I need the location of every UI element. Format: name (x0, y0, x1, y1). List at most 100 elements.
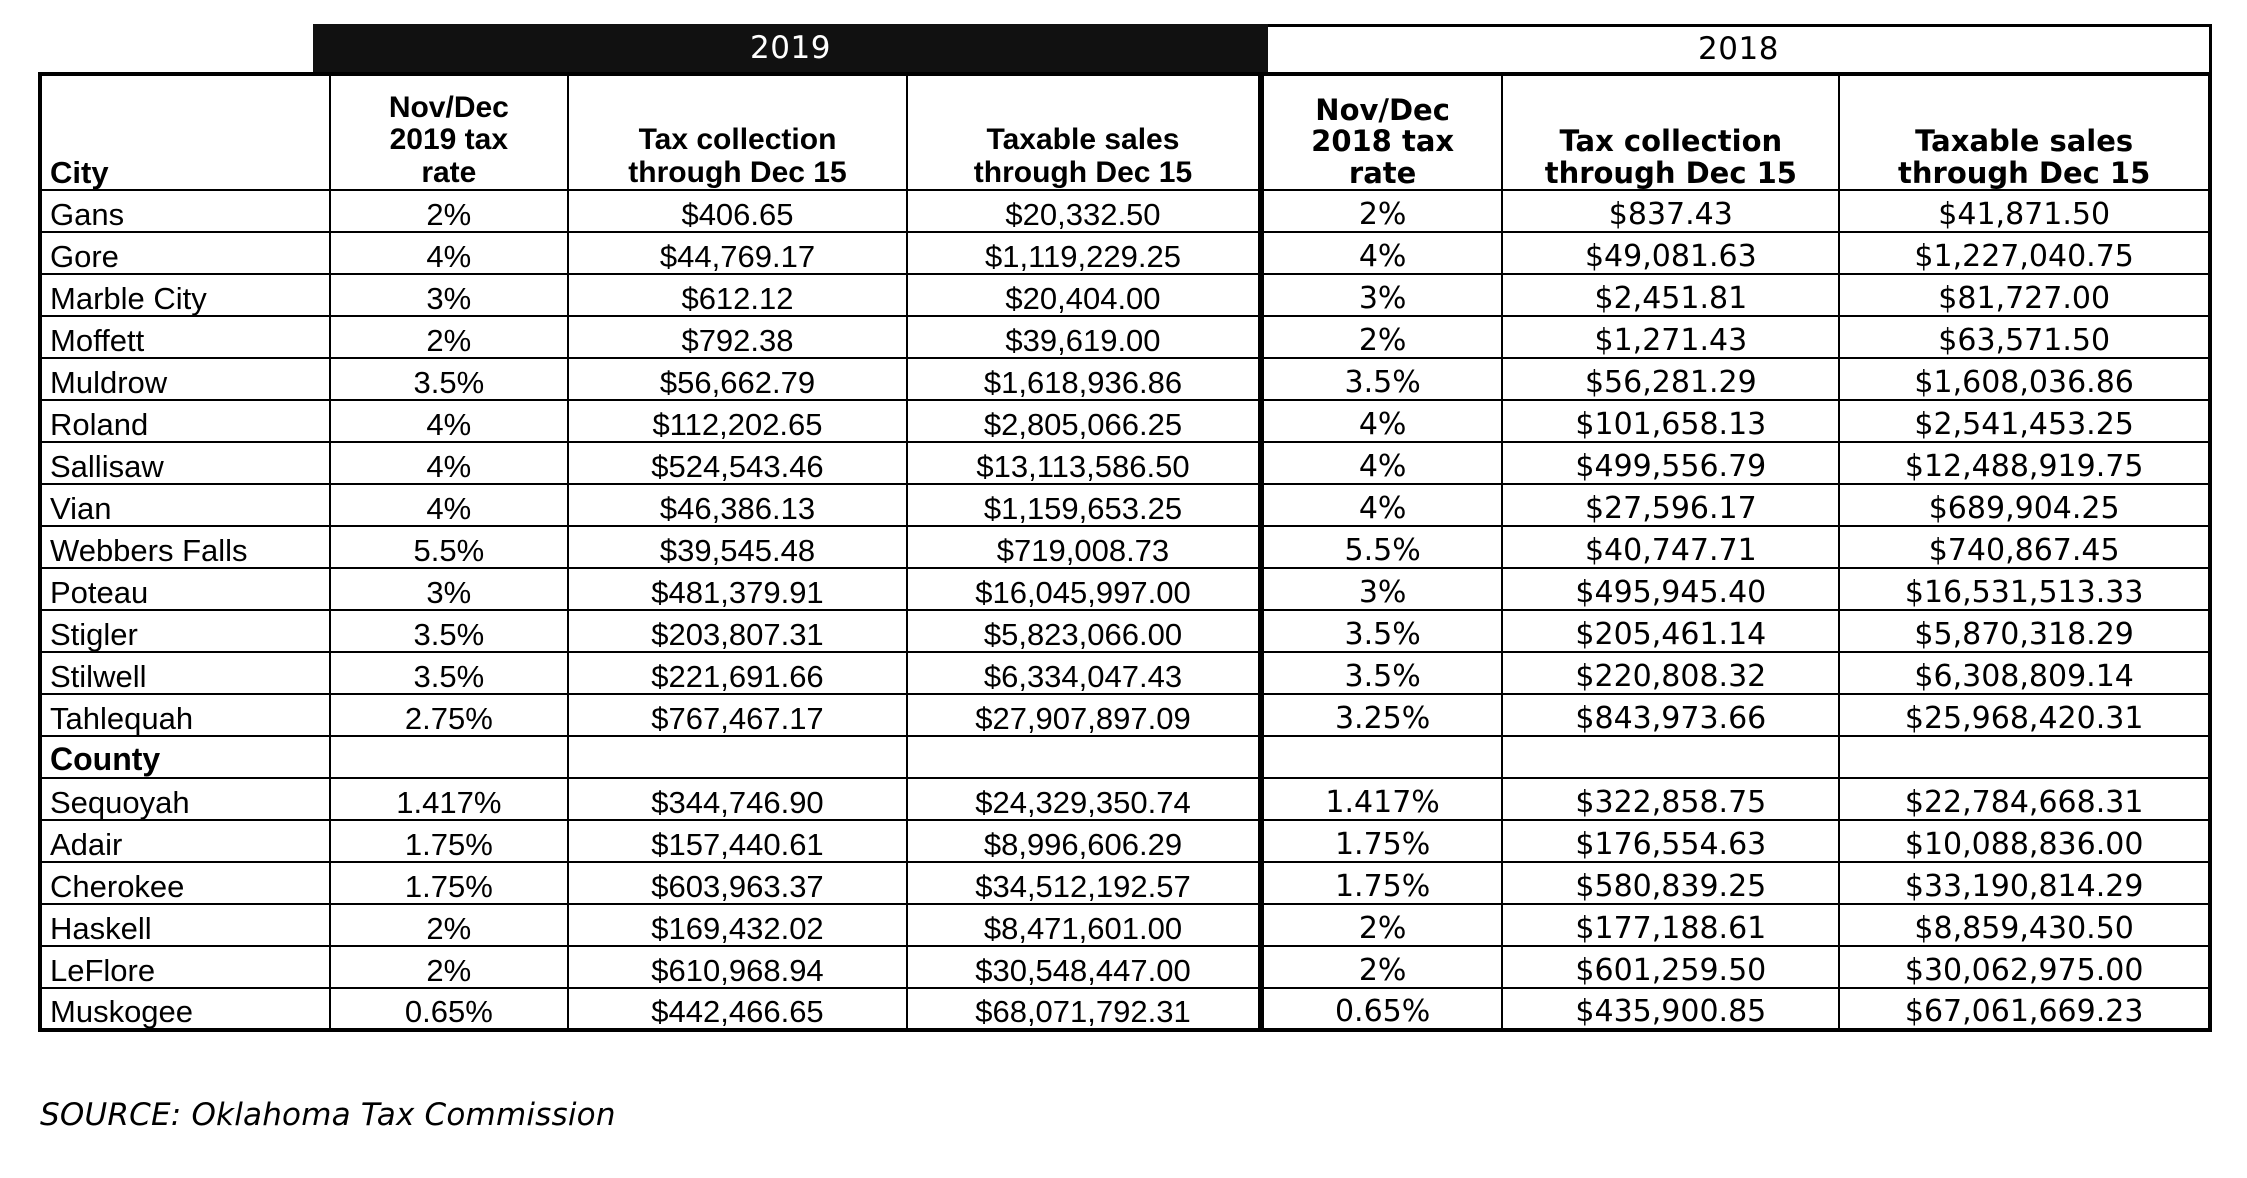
cell-rate-2019: 3.5% (328, 651, 569, 695)
cell-collection-2018: $176,554.63 (1501, 819, 1841, 863)
cell-collection-2019: $56,662.79 (566, 357, 909, 401)
cell-sales-2018: $25,968,420.31 (1838, 693, 2211, 737)
cell-sales-2019: $27,907,897.09 (906, 693, 1264, 737)
cell-rate-2018: 2% (1259, 189, 1504, 233)
column-header-rate-2019: Nov/Dec 2019 tax rate (328, 73, 569, 191)
cell-city: Vian (39, 483, 331, 527)
table-row: Webbers Falls 5.5% $39,545.48 $719,008.73 5.… (39, 525, 2211, 569)
cell-sales-2019: $719,008.73 (906, 525, 1264, 569)
cell-sales-2019: $8,996,606.29 (906, 819, 1264, 863)
column-header-sales-2019: Taxable sales through Dec 15 (906, 73, 1264, 191)
cell-collection-2018: $2,451.81 (1501, 273, 1841, 317)
cell-collection-2019: $344,746.90 (566, 777, 909, 821)
cell-rate-2018: 3.5% (1259, 609, 1504, 653)
cell-rate-2019: 5.5% (328, 525, 569, 569)
cell-rate-2019: 4% (328, 399, 569, 443)
table-row: Roland 4% $112,202.65 $2,805,066.25 4% $101,6… (39, 399, 2211, 443)
cell-collection-2019: $603,963.37 (566, 861, 909, 905)
cell-city: Cherokee (39, 861, 331, 905)
cell-collection-2019: $524,543.46 (566, 441, 909, 485)
cell-sales-2019: $68,071,792.31 (906, 987, 1264, 1031)
cell-rate-2019: 2% (328, 315, 569, 359)
cell-rate-2018: 4% (1259, 399, 1504, 443)
cell-sales-2019: $1,618,936.86 (906, 357, 1264, 401)
header-line: Tax collection (1559, 124, 1783, 159)
cell-sales-2018: $6,308,809.14 (1838, 651, 2211, 695)
cell-sales-2019: $13,113,586.50 (906, 441, 1264, 485)
cell-rate-2018: 2% (1259, 903, 1504, 947)
cell-collection-2018: $580,839.25 (1501, 861, 1841, 905)
cell-city: Poteau (39, 567, 331, 611)
cell-collection-2018: $101,658.13 (1501, 399, 1841, 443)
cell-sales-2018: $22,784,668.31 (1838, 777, 2211, 821)
cell-sales-2018: $740,867.45 (1838, 525, 2211, 569)
cell-sales-2019: $39,619.00 (906, 315, 1264, 359)
cell-city: Muldrow (39, 357, 331, 401)
cell-city: Gans (39, 189, 331, 233)
cell-collection-2018: $56,281.29 (1501, 357, 1841, 401)
cell-sales-2019: $24,329,350.74 (906, 777, 1264, 821)
column-header-city: City (39, 73, 331, 191)
cell-city: Webbers Falls (39, 525, 331, 569)
cell-city: LeFlore (39, 945, 331, 989)
cell-collection-2018: $205,461.14 (1501, 609, 1841, 653)
cell-city: Sallisaw (39, 441, 331, 485)
table-group-row: County (39, 735, 2211, 779)
cell-rate-2018: 3.25% (1259, 693, 1504, 737)
cell-rate-2018: 3.5% (1259, 357, 1504, 401)
table-row: Sequoyah 1.417% $344,746.90 $24,329,350.74 1… (39, 777, 2211, 821)
year-group-banner: 2019 2018 (313, 24, 2212, 72)
cell-rate-2019: 2% (328, 945, 569, 989)
cell-city: County (39, 735, 331, 779)
table-row: Marble City 3% $612.12 $20,404.00 3% $2,451.8… (39, 273, 2211, 317)
cell-sales-2019: $20,332.50 (906, 189, 1264, 233)
cell-city: Roland (39, 399, 331, 443)
cell-collection-2018: $499,556.79 (1501, 441, 1841, 485)
table-row: Tahlequah 2.75% $767,467.17 $27,907,897.09 3… (39, 693, 2211, 737)
cell-rate-2019: 2% (328, 903, 569, 947)
cell-rate-2018: 0.65% (1259, 987, 1504, 1031)
header-line: Nov/Dec (1315, 93, 1450, 128)
cell-collection-2018: $49,081.63 (1501, 231, 1841, 275)
cell-collection-2018: $177,188.61 (1501, 903, 1841, 947)
cell-sales-2018: $33,190,814.29 (1838, 861, 2211, 905)
cell-sales-2019: $5,823,066.00 (906, 609, 1264, 653)
cell-collection-2019: $442,466.65 (566, 987, 909, 1031)
header-line: 2019 tax (389, 123, 509, 157)
table-row: Vian 4% $46,386.13 $1,159,653.25 4% $27,596.1… (39, 483, 2211, 527)
cell-sales-2018 (1838, 735, 2211, 779)
cell-sales-2018: $5,870,318.29 (1838, 609, 2211, 653)
cell-rate-2019: 4% (328, 231, 569, 275)
cell-collection-2018: $843,973.66 (1501, 693, 1841, 737)
cell-rate-2018: 1.75% (1259, 819, 1504, 863)
cell-collection-2018: $1,271.43 (1501, 315, 1841, 359)
cell-rate-2018: 2% (1259, 315, 1504, 359)
column-header-collection-2019: Tax collection through Dec 15 (566, 73, 909, 191)
header-row: City Nov/Dec 2019 tax rate Tax collectio… (39, 73, 2211, 191)
cell-sales-2018: $41,871.50 (1838, 189, 2211, 233)
table-row: Muskogee 0.65% $442,466.65 $68,071,792.31 0.… (39, 987, 2211, 1031)
cell-rate-2018: 3% (1259, 567, 1504, 611)
cell-sales-2018: $81,727.00 (1838, 273, 2211, 317)
cell-collection-2018: $837.43 (1501, 189, 1841, 233)
column-header-sales-2018: Taxable sales through Dec 15 (1838, 73, 2211, 191)
table-row: Stigler 3.5% $203,807.31 $5,823,066.00 3.5% $… (39, 609, 2211, 653)
header-line: through Dec 15 (973, 155, 1193, 189)
cell-rate-2019: 1.75% (328, 819, 569, 863)
cell-rate-2019: 3.5% (328, 357, 569, 401)
cell-rate-2018: 2% (1259, 945, 1504, 989)
cell-collection-2018: $322,858.75 (1501, 777, 1841, 821)
header-line: Nov/Dec (388, 90, 509, 124)
table-row: Haskell 2% $169,432.02 $8,471,601.00 2% $177,… (39, 903, 2211, 947)
cell-city: Stilwell (39, 651, 331, 695)
cell-sales-2019: $34,512,192.57 (906, 861, 1264, 905)
cell-collection-2019: $39,545.48 (566, 525, 909, 569)
cell-sales-2018: $8,859,430.50 (1838, 903, 2211, 947)
table-row: Poteau 3% $481,379.91 $16,045,997.00 3% $495,… (39, 567, 2211, 611)
header-line: Taxable sales (1915, 124, 2134, 159)
cell-sales-2018: $1,608,036.86 (1838, 357, 2211, 401)
column-header-rate-2018: Nov/Dec 2018 tax rate (1259, 73, 1504, 191)
header-line: Tax collection (638, 123, 837, 157)
cell-rate-2019 (328, 735, 569, 779)
